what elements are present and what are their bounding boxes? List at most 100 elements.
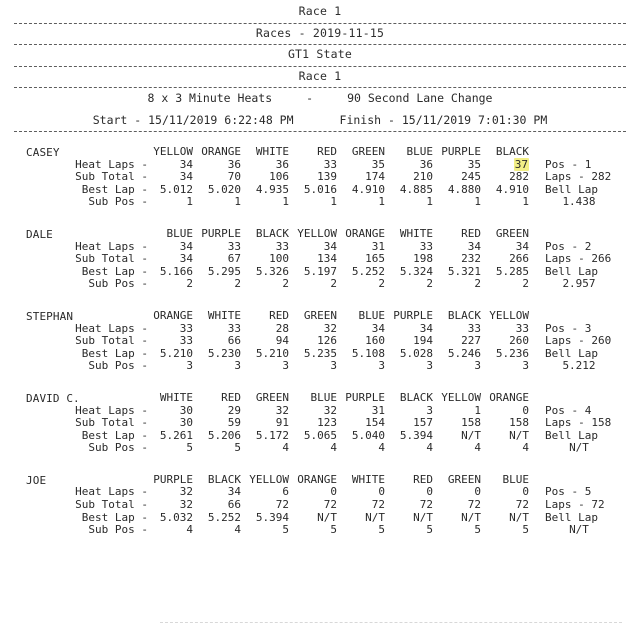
- lane-header: RED: [461, 226, 481, 240]
- row-label-sub-pos: Sub Pos -: [88, 523, 148, 537]
- stat-heat-laps: 0: [378, 485, 385, 499]
- stat-sub-pos: 3: [234, 359, 241, 373]
- stat-best-lap: 5.246: [447, 346, 481, 360]
- stat-heat-laps: 28: [275, 321, 289, 335]
- stat-sub-pos: 4: [378, 441, 385, 455]
- stat-best-lap: 5.012: [159, 182, 193, 196]
- row-label-best-lap: Best Lap -: [81, 428, 148, 442]
- start-time: Start - 15/11/2019 6:22:48 PM: [92, 112, 294, 127]
- stat-best-lap: N/T: [317, 510, 337, 524]
- stat-sub-pos: 2: [186, 277, 193, 291]
- stat-best-lap: 5.394: [399, 428, 433, 442]
- stat-sub-total: 160: [365, 334, 385, 348]
- row-label-heat-laps: Heat Laps -: [75, 157, 148, 171]
- lane-header: RED: [221, 390, 241, 404]
- summary-bell-lap-value: 1.438: [562, 195, 596, 209]
- stat-sub-total: 66: [227, 334, 241, 348]
- stat-best-lap: 5.020: [207, 182, 241, 196]
- stat-sub-total: 210: [413, 170, 433, 184]
- stat-sub-total: 282: [509, 170, 529, 184]
- driver-stats-grid: YELLOW ORANGE WHITE RED GREEN BLUE PURPLE BLACK…: [0, 145, 640, 209]
- lane-header: BLACK: [399, 390, 433, 404]
- stat-best-lap: 5.261: [159, 428, 193, 442]
- stat-best-lap: 5.108: [351, 346, 385, 360]
- lane-header: ORANGE: [201, 145, 241, 158]
- stat-sub-pos: 1: [522, 195, 529, 209]
- summary-laps: Laps - 266: [545, 252, 612, 266]
- stat-best-lap: 5.236: [495, 346, 529, 360]
- stat-sub-total: 157: [413, 416, 433, 430]
- row-label-sub-total: Sub Total -: [75, 416, 148, 430]
- summary-bell-lap-label: Bell Lap: [545, 428, 598, 442]
- lane-header: GREEN: [351, 145, 385, 158]
- row-label-sub-total: Sub Total -: [75, 498, 148, 512]
- stat-sub-pos: 1: [330, 195, 337, 209]
- summary-pos: Pos - 4: [545, 403, 592, 417]
- stat-sub-pos: 2: [426, 277, 433, 291]
- stat-sub-pos: 1: [186, 195, 193, 209]
- row-label-sub-total: Sub Total -: [75, 334, 148, 348]
- stat-sub-pos: 3: [186, 359, 193, 373]
- stat-heat-laps: 35: [371, 157, 385, 171]
- stat-sub-pos: 3: [474, 359, 481, 373]
- lane-header: BLUE: [406, 145, 434, 158]
- lane-header: GREEN: [495, 226, 529, 240]
- stat-sub-total: 174: [365, 170, 385, 184]
- stat-heat-laps: 33: [467, 321, 481, 335]
- divider: [14, 44, 626, 45]
- driver-block: STEPHAN ORANGE WHITE RED GREEN BLUE PURPLE BLAC…: [0, 308, 640, 373]
- stat-best-lap: 5.326: [255, 264, 289, 278]
- stat-best-lap: N/T: [413, 510, 433, 524]
- stat-heat-laps: 34: [179, 239, 193, 253]
- driver-block: DAVID C. WHITE RED GREEN BLUE PURPLE BLACK YELL…: [0, 390, 640, 455]
- divider: [14, 131, 626, 132]
- stat-heat-laps: 34: [227, 485, 241, 499]
- stat-best-lap: 5.295: [207, 264, 241, 278]
- summary-bell-lap-value: 5.212: [562, 359, 596, 373]
- stat-sub-total: 194: [413, 334, 433, 348]
- driver-stats-grid: WHITE RED GREEN BLUE PURPLE BLACK YELLOW ORANGE…: [0, 390, 640, 455]
- stat-best-lap: 5.252: [351, 264, 385, 278]
- stat-best-lap: 4.910: [495, 182, 529, 196]
- row-label-sub-total: Sub Total -: [75, 170, 148, 184]
- lane-header: ORANGE: [153, 308, 193, 322]
- stat-best-lap: 4.935: [255, 182, 289, 196]
- summary-laps: Laps - 158: [545, 416, 612, 430]
- stat-best-lap: 5.172: [255, 428, 289, 442]
- row-label-best-lap: Best Lap -: [81, 510, 148, 524]
- lane-header: PURPLE: [153, 472, 193, 486]
- stat-best-lap: 5.197: [303, 264, 337, 278]
- lane-header: GREEN: [447, 472, 481, 486]
- stat-heat-laps: 36: [419, 157, 433, 171]
- summary-laps: Laps - 260: [545, 334, 612, 348]
- stat-heat-laps: 1: [474, 403, 481, 417]
- stat-heat-laps: 0: [522, 403, 529, 417]
- stat-sub-total: 33: [179, 334, 193, 348]
- stat-best-lap: 5.206: [207, 428, 241, 442]
- stat-heat-laps: 34: [419, 321, 433, 335]
- stat-best-lap: 5.321: [447, 264, 481, 278]
- stat-heat-laps: 37: [488, 157, 536, 172]
- lane-header: BLACK: [255, 226, 289, 240]
- row-label-heat-laps: Heat Laps -: [75, 321, 148, 335]
- stat-sub-pos: 5: [426, 523, 433, 537]
- stat-sub-pos: 5: [378, 523, 385, 537]
- driver-block: DALE BLUE PURPLE BLACK YELLOW ORANGE WHITE RED G…: [0, 226, 640, 291]
- lane-header: BLUE: [358, 308, 386, 322]
- stat-best-lap: 5.065: [303, 428, 337, 442]
- stat-sub-pos: 2: [282, 277, 289, 291]
- row-label-heat-laps: Heat Laps -: [75, 403, 148, 417]
- stat-sub-total: 245: [461, 170, 481, 184]
- finish-time: Finish - 15/11/2019 7:01:30 PM: [339, 112, 548, 127]
- summary-bell-lap-value: 2.957: [562, 277, 596, 291]
- stat-sub-pos: 4: [282, 441, 289, 455]
- stat-sub-pos: 1: [426, 195, 433, 209]
- stat-best-lap: N/T: [365, 510, 385, 524]
- stat-sub-total: 72: [371, 498, 385, 512]
- stat-heat-laps: 0: [522, 485, 529, 499]
- stat-sub-total: 198: [413, 252, 433, 266]
- stat-heat-laps: 33: [515, 321, 529, 335]
- stat-best-lap: N/T: [509, 510, 529, 524]
- stat-sub-total: 260: [509, 334, 529, 348]
- stat-heat-laps: 32: [323, 321, 337, 335]
